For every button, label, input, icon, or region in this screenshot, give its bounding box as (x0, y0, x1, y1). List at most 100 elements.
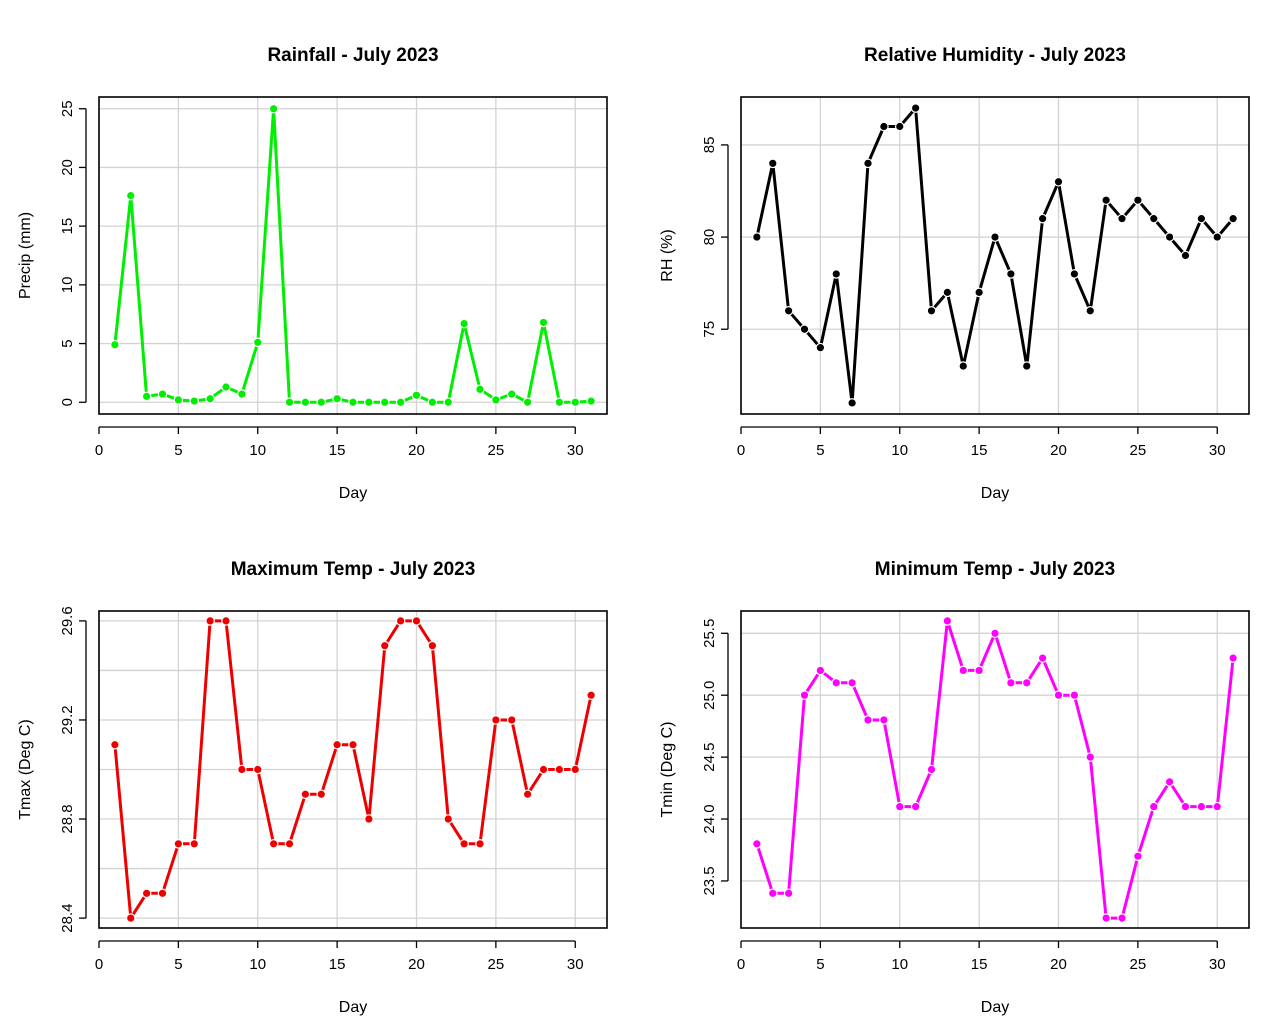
data-point (1101, 195, 1111, 206)
data-point (157, 389, 168, 399)
data-point (538, 764, 549, 775)
data-point (974, 287, 984, 298)
data-point (475, 838, 485, 849)
data-point (332, 393, 342, 404)
data-point (847, 678, 857, 688)
data-point (831, 269, 842, 279)
data-point (879, 121, 889, 132)
data-point (348, 739, 358, 750)
chart-title: Relative Humidity - July 2023 (864, 45, 1126, 66)
data-point (799, 324, 810, 335)
y-axis-label: Precip (mm) (17, 212, 34, 299)
data-point (459, 318, 469, 329)
y-tick-label: 24.5 (701, 743, 718, 772)
data-point (926, 305, 937, 316)
y-tick-label: 10 (59, 277, 76, 294)
y-tick-label: 20 (59, 159, 76, 176)
x-tick-label: 10 (891, 442, 908, 459)
data-point (752, 838, 762, 849)
data-point (348, 397, 358, 408)
data-point (1053, 690, 1064, 701)
data-point (411, 616, 422, 626)
plot-frame (98, 610, 608, 929)
chart-title: Rainfall - July 2023 (267, 45, 438, 66)
data-point (1085, 752, 1096, 762)
data-point (300, 789, 311, 800)
data-point (1021, 361, 1032, 371)
x-tick-label: 30 (1209, 956, 1226, 973)
y-tick-label: 75 (701, 321, 718, 338)
x-axis-label: Day (981, 999, 1009, 1016)
data-point (141, 888, 152, 899)
data-point (237, 389, 247, 399)
x-tick-label: 20 (1050, 442, 1067, 459)
data-point (300, 397, 311, 408)
data-point (863, 158, 873, 169)
grid (98, 611, 607, 928)
y-tick-label: 28.4 (59, 903, 76, 932)
data-point (815, 342, 826, 353)
x-tick-label: 25 (1130, 956, 1147, 973)
data-point (1228, 213, 1238, 224)
data-point (1006, 678, 1016, 688)
data-point (1180, 801, 1191, 812)
data-point (1101, 913, 1111, 923)
x-tick-label: 5 (816, 956, 824, 973)
y-tick-label: 29.2 (59, 705, 76, 734)
data-point (141, 391, 152, 402)
x-axis-label: Day (339, 999, 367, 1016)
x-tick-label: 5 (174, 956, 182, 973)
data-point (379, 397, 390, 408)
data-point (332, 739, 342, 750)
data-point (1037, 213, 1048, 224)
x-tick-label: 10 (249, 956, 266, 973)
data-point (1006, 269, 1016, 279)
data-point (879, 715, 889, 725)
plot-frame (740, 96, 1250, 415)
data-point (395, 397, 406, 408)
x-tick-label: 15 (971, 442, 988, 459)
x-tick-label: 5 (174, 442, 182, 459)
data-point (1164, 232, 1175, 242)
data-point (459, 838, 469, 849)
data-point (316, 789, 327, 800)
data-point (910, 103, 921, 113)
x-tick-label: 20 (408, 956, 425, 973)
data-point (863, 715, 873, 725)
chart-panel-2: 0 5 10 15 20 25 30 75 80 85 Relative Humidity - Ju… (659, 45, 1250, 502)
y-tick-label: 85 (701, 137, 718, 154)
data-point (783, 305, 794, 316)
y-tick-label: 24.0 (701, 804, 718, 833)
x-tick-label: 30 (567, 442, 584, 459)
data-point (1117, 913, 1127, 923)
data-point (221, 616, 231, 626)
x-tick-label: 25 (488, 442, 505, 459)
data-point (554, 397, 565, 408)
chart-title: Minimum Temp - July 2023 (875, 559, 1115, 580)
data-point (942, 287, 953, 298)
data-point (110, 739, 120, 750)
x-tick-label: 0 (737, 956, 745, 973)
data-point (364, 397, 374, 408)
data-point (268, 838, 279, 849)
data-point (1212, 232, 1223, 242)
data-point (974, 665, 984, 676)
x-tick-label: 20 (408, 442, 425, 459)
data-point (506, 715, 517, 725)
y-tick-label: 80 (701, 229, 718, 246)
data-point (1196, 801, 1207, 812)
data-point (173, 838, 184, 849)
data-point (284, 397, 295, 408)
data-point (427, 397, 438, 408)
data-point (221, 382, 231, 392)
data-point (586, 690, 596, 701)
chart-title: Maximum Temp - July 2023 (231, 559, 476, 580)
x-axis-label: Day (981, 485, 1009, 502)
data-point (427, 640, 438, 651)
data-point (1228, 653, 1238, 663)
data-point (189, 838, 200, 849)
data-point (554, 764, 565, 775)
data-point (522, 397, 533, 408)
data-point (783, 888, 794, 899)
x-tick-label: 30 (1209, 442, 1226, 459)
